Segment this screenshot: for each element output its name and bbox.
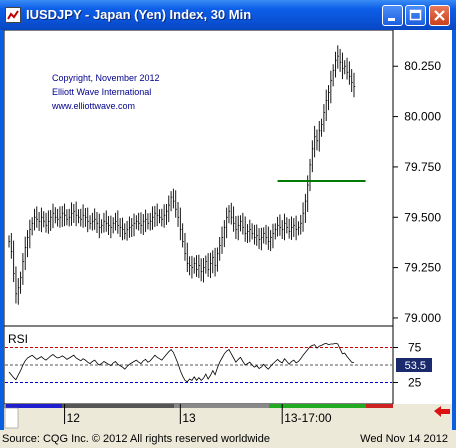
chart-area: 80.250 80.000 79.750 79.500 79.250 79.000 Cop… [4,30,452,430]
time-axis [4,408,393,430]
price-tick-label: 79.250 [404,261,441,275]
date-text: Wed Nov 14 2012 [360,433,448,445]
price-tick-label: 79.750 [404,160,441,174]
scroll-handle[interactable] [4,407,19,429]
session-bar-green [269,404,366,408]
maximize-button[interactable] [405,5,426,26]
candles [8,45,356,305]
time-tick-label: 13 [182,411,196,425]
session-bar-red [366,404,393,408]
price-axis: 80.250 80.000 79.750 79.500 79.250 79.000 [393,59,441,325]
maximize-icon [409,9,422,21]
source-text: Source: CQG Inc. © 2012 All rights reser… [2,433,270,445]
close-icon [434,10,445,21]
copyright-line-1: Copyright, November 2012 [52,73,160,83]
copyright-line-3: www.elliottwave.com [51,101,135,111]
session-bar-blue [6,404,62,408]
time-scroll-band[interactable] [4,404,393,408]
chart-window: IUSDJPY - Japan (Yen) Index, 30 Min 80.2… [0,0,456,430]
copyright-line-2: Elliott Wave International [52,87,151,97]
close-button[interactable] [429,5,450,26]
rsi-tick-label: 75 [408,341,422,355]
price-tick-label: 80.250 [404,59,441,73]
app-icon [5,7,21,23]
minimize-icon [388,18,395,21]
price-tick-label: 80.000 [404,110,441,124]
time-ticks: 12 13 13-17:00 [64,404,332,425]
session-bar-gray [62,404,174,408]
title-bar[interactable]: IUSDJPY - Japan (Yen) Index, 30 Min [0,0,456,30]
back-arrow-icon[interactable] [434,406,450,417]
price-tick-label: 79.500 [404,210,441,224]
rsi-axis: 75 25 [393,341,422,390]
rsi-line [8,342,355,383]
price-tick-label: 79.000 [404,311,441,325]
corner-area [393,404,452,430]
rsi-label: RSI [8,332,28,346]
rsi-value-box [396,358,432,372]
time-tick-label: 13-17:00 [284,411,332,425]
rsi-panel [4,325,394,405]
rsi-tick-label: 25 [408,376,422,390]
window-title: IUSDJPY - Japan (Yen) Index, 30 Min [26,7,252,22]
rsi-value-label: 53.5 [405,360,426,372]
time-tick-label: 12 [67,411,81,425]
minimize-button[interactable] [382,5,403,26]
rsi-reference-lines [5,347,392,383]
price-chart: 80.250 80.000 79.750 79.500 79.250 79.000 Cop… [4,30,452,430]
